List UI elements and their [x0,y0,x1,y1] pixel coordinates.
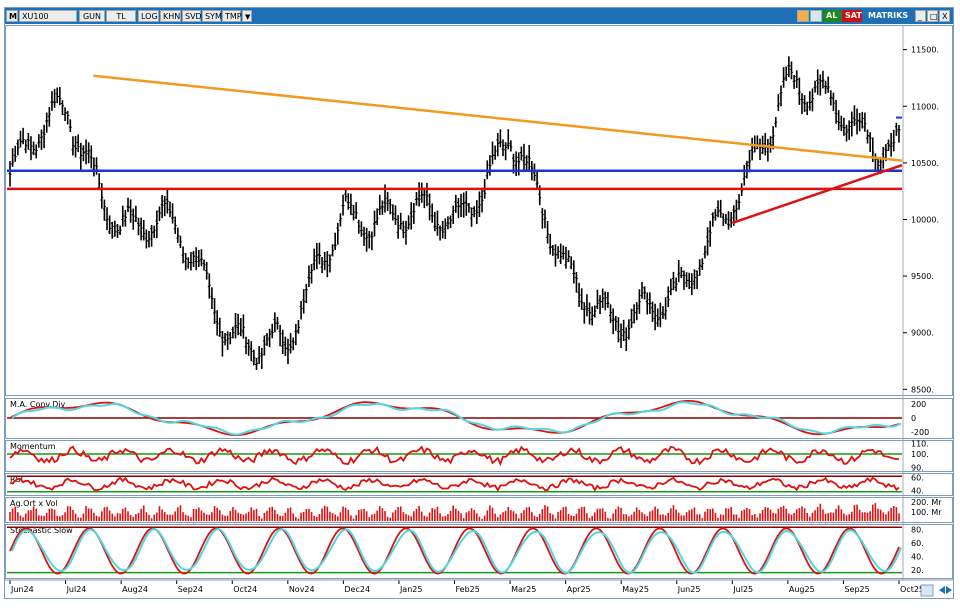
month-tick-label: Nov24 [289,585,315,594]
month-tick-label: Oct25 [900,585,924,594]
chart-window: M XU100 GUN TL LOG KHN SVD SYM TMP ▼ AL … [4,7,954,599]
momentum-line-primary [9,445,900,467]
momentum-panel-label: Momentum [10,442,56,451]
month-tick-label: Oct24 [233,585,257,594]
macd-line-signal [11,401,902,436]
rsi-panel-frame [5,473,953,496]
month-tick-label: Jun25 [677,585,701,594]
settings-icon[interactable] [797,10,809,22]
support-trendline-red [731,163,903,225]
stochastic-tick-label: 80. [911,525,924,534]
dropdown-arrow-icon[interactable]: ▼ [242,10,252,22]
resistance-trendline-orange [93,74,903,162]
month-tick-label: Sep25 [844,585,869,594]
volume-tick-label: 100. Mr [911,508,942,517]
momentum-panel-frame [5,440,953,472]
macd-panel-frame [5,398,953,439]
macd-panel-label: M.A. Conv.Div [10,400,65,409]
tmp-button[interactable]: TMP [222,10,242,22]
symbol-selector[interactable]: XU100 [19,10,77,22]
stochastic-tick-label: 40. [911,552,924,561]
month-tick-label: Sep24 [178,585,203,594]
price-tick-label: 11500. [911,46,939,55]
price-tick-label: 11000. [911,102,939,111]
sym-button[interactable]: SYM [202,10,222,22]
month-tick-label: Feb25 [456,585,480,594]
macd-tick-label: -200 [911,428,929,437]
rsi-line-primary [9,476,900,493]
close-button[interactable]: X [939,10,950,22]
rsi-tick-label: 60. [911,473,924,482]
stochastic-panel-label: Stochastic Slow [10,526,73,535]
log-button[interactable]: LOG [138,10,159,22]
scroll-right-icon [946,586,952,594]
macd-tick-label: 0 [911,414,916,423]
stochastic-tick-label: 20. [911,566,924,575]
month-tick-label: Aug24 [122,585,148,594]
stochastic-tick-label: 60. [911,539,924,548]
period-selector[interactable]: GUN [79,10,105,22]
currency-selector[interactable]: TL [106,10,136,22]
buy-button[interactable]: AL [823,10,841,22]
sync-icon [920,584,934,597]
month-tick-label: Jun24 [10,585,34,594]
momentum-tick-label: 100. [911,450,929,459]
maximize-button[interactable]: □ [927,10,938,22]
stochastic-line-signal [11,528,902,574]
month-tick-label: Apr25 [567,585,591,594]
momentum-tick-label: 110. [911,440,929,449]
volume-tick-label: 200. Mr [911,498,942,507]
sell-button[interactable]: SAT [842,10,862,22]
price-tick-label: 9500. [911,272,934,281]
chart-area: 11500. 11000. 10500. 10000. 9500. 9000. 8500. M… [5,25,953,597]
month-tick-label: Mar25 [511,585,536,594]
menu-button[interactable]: M [6,10,18,22]
macd-tick-label: 200 [911,400,926,409]
month-tick-label: Aug25 [789,585,815,594]
month-tick-label: Jul25 [732,585,753,594]
scroll-left-icon [939,586,945,594]
rsi-tick-label: 40. [911,487,924,496]
volume-panel-frame [5,497,953,523]
month-tick-label: Jan25 [399,585,423,594]
price-panel-frame [5,25,953,396]
month-tick-label: May25 [622,585,649,594]
khn-button[interactable]: KHN [160,10,181,22]
price-tick-label: 10500. [911,159,939,168]
month-tick-label: Jul24 [66,585,87,594]
chart-toolbar: M XU100 GUN TL LOG KHN SVD SYM TMP ▼ AL … [5,8,953,24]
svd-button[interactable]: SVD [182,10,202,22]
minimize-button[interactable]: _ [915,10,926,22]
volume-panel-label: Ag.Ort x Vol [10,499,58,508]
price-tick-label: 8500. [911,385,934,394]
month-tick-label: Dec24 [344,585,370,594]
image-icon[interactable] [810,10,822,22]
momentum-tick-label: 90. [911,463,924,472]
price-tick-label: 9000. [911,329,934,338]
stochastic-panel-frame [5,524,953,579]
matriks-label: MATRIKS [868,11,909,20]
price-tick-label: 10000. [911,215,939,224]
